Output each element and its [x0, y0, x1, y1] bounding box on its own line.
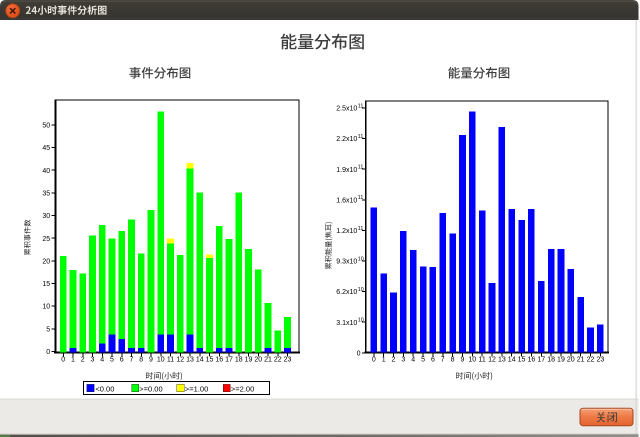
svg-text:>=2.00: >=2.00 [231, 384, 254, 393]
svg-text:5: 5 [110, 357, 114, 364]
svg-text:1.6x10: 1.6x10 [336, 197, 357, 204]
svg-text:0: 0 [372, 357, 376, 364]
svg-text:15: 15 [206, 357, 214, 364]
svg-text:11: 11 [358, 103, 364, 109]
svg-text:50: 50 [42, 123, 50, 130]
svg-text:25: 25 [42, 236, 50, 243]
svg-text:18: 18 [235, 357, 243, 364]
svg-text:11: 11 [358, 134, 364, 140]
svg-text:0: 0 [357, 350, 361, 357]
svg-text:1: 1 [382, 357, 386, 364]
svg-text:<0.00: <0.00 [95, 384, 114, 393]
svg-text:14: 14 [196, 357, 204, 364]
svg-text:10: 10 [42, 304, 50, 311]
svg-text:17: 17 [537, 357, 545, 364]
svg-text:9: 9 [149, 357, 153, 364]
svg-text:20: 20 [567, 357, 575, 364]
svg-text:9.3x10: 9.3x10 [336, 259, 357, 266]
svg-text:10: 10 [358, 318, 364, 324]
svg-text:20: 20 [254, 357, 262, 364]
svg-text:22: 22 [587, 357, 595, 364]
svg-text:5: 5 [46, 326, 50, 333]
svg-text:12: 12 [176, 357, 184, 364]
svg-text:30: 30 [42, 213, 50, 220]
svg-text:5: 5 [421, 357, 425, 364]
svg-text:10: 10 [468, 357, 476, 364]
svg-text:6: 6 [120, 357, 124, 364]
svg-text:3: 3 [91, 357, 95, 364]
svg-text:9: 9 [460, 357, 464, 364]
svg-text:2: 2 [81, 357, 85, 364]
svg-text:3.1x10: 3.1x10 [336, 320, 357, 327]
svg-text:>=1.00: >=1.00 [185, 384, 208, 393]
svg-text:13: 13 [498, 357, 506, 364]
svg-text:2.2x10: 2.2x10 [336, 136, 357, 143]
svg-text:1: 1 [71, 357, 75, 364]
svg-text:11: 11 [358, 226, 364, 232]
svg-text:8: 8 [451, 357, 455, 364]
svg-text:18: 18 [547, 357, 555, 364]
svg-text:4: 4 [100, 357, 104, 364]
svg-text:23: 23 [284, 357, 292, 364]
svg-text:11: 11 [167, 357, 174, 364]
svg-text:16: 16 [215, 357, 223, 364]
svg-text:15: 15 [42, 281, 50, 288]
svg-text:14: 14 [508, 357, 516, 364]
svg-text:16: 16 [528, 357, 536, 364]
svg-text:15: 15 [518, 357, 526, 364]
svg-text:45: 45 [42, 145, 50, 152]
svg-text:35: 35 [42, 190, 50, 197]
svg-text:11: 11 [358, 195, 364, 201]
svg-text:21: 21 [577, 357, 585, 364]
svg-text:2: 2 [392, 357, 396, 364]
svg-text:8: 8 [139, 357, 143, 364]
svg-text:23: 23 [596, 357, 604, 364]
svg-text:7: 7 [130, 357, 134, 364]
svg-text:10: 10 [358, 256, 364, 262]
svg-text:22: 22 [274, 357, 282, 364]
svg-text:>=0.00: >=0.00 [139, 384, 162, 393]
svg-text:19: 19 [245, 357, 253, 364]
svg-text:10: 10 [358, 287, 364, 293]
svg-text:3: 3 [401, 357, 405, 364]
svg-text:4: 4 [411, 357, 415, 364]
svg-text:11: 11 [358, 165, 364, 171]
svg-text:2.5x10: 2.5x10 [336, 106, 357, 113]
svg-text:11: 11 [479, 357, 486, 364]
svg-text:10: 10 [157, 357, 165, 364]
svg-text:1.2x10: 1.2x10 [336, 228, 357, 235]
svg-text:1.9x10: 1.9x10 [336, 167, 357, 174]
svg-text:0: 0 [46, 349, 50, 356]
svg-text:0: 0 [61, 357, 65, 364]
svg-text:7: 7 [441, 357, 445, 364]
svg-text:21: 21 [264, 357, 272, 364]
svg-text:6.2x10: 6.2x10 [336, 289, 357, 296]
svg-text:12: 12 [488, 357, 496, 364]
svg-text:6: 6 [431, 357, 435, 364]
svg-text:40: 40 [42, 168, 50, 175]
svg-text:19: 19 [557, 357, 565, 364]
svg-text:17: 17 [225, 357, 233, 364]
svg-text:13: 13 [186, 357, 194, 364]
svg-text:20: 20 [42, 258, 50, 265]
